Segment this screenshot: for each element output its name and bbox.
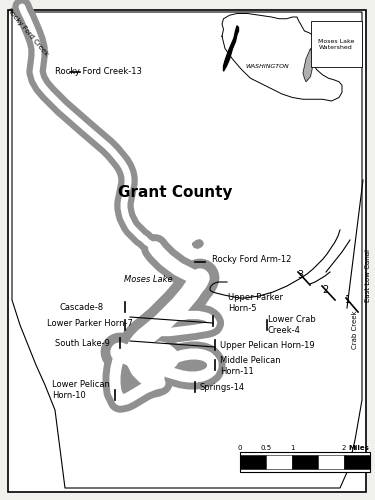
Text: 0.5: 0.5 — [260, 445, 272, 451]
Text: South Lake-9: South Lake-9 — [55, 338, 110, 347]
Polygon shape — [120, 339, 183, 373]
Text: Middle Pelican
Horn-11: Middle Pelican Horn-11 — [220, 356, 280, 376]
Text: Rocky Ford Creek: Rocky Ford Creek — [6, 7, 50, 57]
Text: Lower Pelican
Horn-10: Lower Pelican Horn-10 — [52, 380, 110, 400]
Bar — [240, 452, 370, 472]
Text: East Low Canal: East Low Canal — [365, 248, 371, 302]
Polygon shape — [192, 239, 204, 249]
Text: Rocky Ford Creek-13: Rocky Ford Creek-13 — [55, 68, 142, 76]
Text: 2: 2 — [322, 285, 328, 295]
Text: Lower Crab
Creek-4: Lower Crab Creek-4 — [268, 316, 316, 334]
Polygon shape — [122, 342, 179, 371]
Bar — [344, 455, 370, 469]
Bar — [240, 455, 266, 469]
Text: 1: 1 — [345, 295, 351, 305]
Bar — [292, 455, 318, 469]
Text: Rocky Ford Arm-12: Rocky Ford Arm-12 — [212, 256, 291, 264]
Text: Crab Creek: Crab Creek — [352, 310, 358, 350]
Bar — [318, 455, 344, 469]
Text: 3: 3 — [297, 270, 303, 280]
Text: Lower Parker Horn-7: Lower Parker Horn-7 — [47, 320, 133, 328]
Text: Upper Pelican Horn-19: Upper Pelican Horn-19 — [220, 340, 315, 349]
Text: Upper Parker
Horn-5: Upper Parker Horn-5 — [228, 294, 283, 312]
Text: Springs-14: Springs-14 — [200, 382, 245, 392]
Text: 2: 2 — [342, 445, 346, 451]
Text: Moses Lake: Moses Lake — [124, 276, 172, 284]
Text: Grant County: Grant County — [118, 184, 232, 200]
Text: 0: 0 — [238, 445, 242, 451]
Text: 1: 1 — [290, 445, 294, 451]
Bar — [266, 455, 292, 469]
Text: Miles: Miles — [348, 445, 369, 451]
Text: Cascade-8: Cascade-8 — [60, 302, 104, 312]
